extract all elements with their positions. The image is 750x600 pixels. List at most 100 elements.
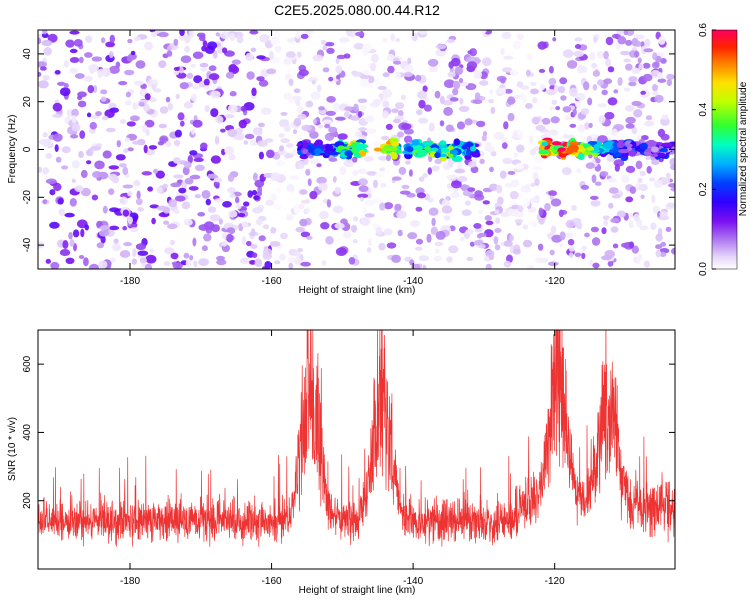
spectrogram-cell: [92, 85, 98, 93]
spectrogram-signal-cell: [391, 141, 400, 147]
spectrogram-cell: [306, 235, 313, 240]
spectrogram-signal-cell: [344, 150, 354, 157]
spectrogram-cell: [157, 141, 165, 146]
spectrogram-cell: [503, 240, 513, 247]
spectrogram-cell: [124, 69, 135, 76]
spectrogram-cell: [501, 31, 512, 40]
spectrogram-cell: [607, 260, 614, 267]
spectrogram-cell: [69, 57, 80, 63]
spectrogram-cell: [108, 165, 120, 170]
spectrogram-cell: [658, 36, 666, 45]
spectrogram-cell: [200, 67, 208, 72]
spectrogram-cell: [610, 218, 620, 223]
spectrogram-cell: [52, 133, 63, 142]
spectrogram-cell: [394, 102, 405, 110]
spectrogram-cell: [205, 198, 211, 206]
spectrogram-cell: [562, 49, 574, 58]
spectrogram-cell: [431, 165, 440, 172]
spectrogram-cell: [38, 139, 50, 145]
spectrogram-cell: [382, 38, 388, 43]
spectrogram-cell: [65, 257, 75, 264]
spectrogram-cell: [576, 221, 583, 230]
spectrogram-cell: [219, 31, 231, 39]
spectrogram-cell: [616, 30, 624, 35]
spectrogram-cell: [383, 228, 393, 236]
spectrogram-cell: [252, 127, 261, 136]
spectrogram-cell: [192, 237, 197, 247]
spectrogram-cell: [538, 207, 544, 217]
spectrogram-cell: [105, 41, 115, 48]
spectrogram-cell: [378, 155, 389, 161]
spectrogram-cell: [484, 144, 495, 152]
spectrogram-cell: [118, 81, 128, 86]
spectrogram-signal-cell: [602, 142, 612, 150]
spectrogram-cell: [54, 70, 61, 75]
spectrogram-cell: [53, 182, 62, 192]
snr-x-ticks: -180 -160 -140 -120: [120, 330, 565, 587]
spectrogram-cell: [594, 181, 602, 186]
spectrogram-cell: [458, 105, 470, 113]
spectrogram-cell: [359, 78, 370, 88]
spectrogram-peak: [557, 147, 566, 152]
spectrogram-signal-cell: [416, 149, 427, 157]
spectrogram-cell: [52, 113, 63, 118]
spectrogram-cell: [387, 65, 395, 74]
spectrogram-signal-cell: [659, 148, 669, 153]
spectrogram-cell: [644, 120, 655, 127]
spectrogram-cell: [210, 108, 219, 118]
spectrogram-signal-cell: [314, 139, 323, 146]
spectrogram-cell: [144, 119, 155, 128]
spectrogram-cell: [418, 117, 429, 124]
spectrogram-cell: [660, 133, 670, 141]
spectrogram-cell: [639, 225, 649, 231]
spectrogram-cell: [474, 190, 483, 198]
spectrogram-cell: [143, 103, 150, 112]
spectrogram-cell: [625, 63, 633, 71]
spectrogram-cell: [59, 249, 71, 256]
spectrogram-cell: [435, 248, 440, 254]
spectrogram-cell: [247, 190, 253, 198]
spectrogram-cell: [109, 51, 114, 59]
spectrogram-cell: [127, 147, 134, 152]
snr-y-tick-label: 400: [22, 424, 33, 441]
spectrogram-cell: [537, 243, 544, 251]
spectrogram-cell: [287, 256, 296, 263]
spectrogram-cell: [393, 118, 401, 124]
spectrogram-panel: -180 -160 -140 -120 -40 -20 0 20 40 Height of s…: [7, 29, 676, 296]
spectrogram-cell: [568, 246, 575, 252]
spectrogram-cell: [532, 172, 539, 181]
spectrogram-cell: [530, 148, 536, 156]
spectrogram-cell: [418, 30, 428, 35]
spectrogram-cell: [374, 78, 383, 86]
spectrogram-cell: [637, 177, 643, 183]
spectrogram-cell: [504, 88, 513, 94]
spectrogram-cell: [476, 233, 483, 239]
spectrogram-cell: [638, 63, 644, 70]
spectrogram-cell: [601, 227, 607, 235]
spectrogram-cell: [229, 32, 236, 42]
spectrogram-cell: [380, 135, 390, 141]
spectrogram-cell: [499, 170, 507, 179]
spectrogram-cell: [45, 258, 51, 264]
spectrogram-signal-cell: [616, 141, 625, 149]
spectrogram-cell: [74, 73, 85, 79]
spectrogram-cell: [443, 79, 455, 89]
spectrogram-cell: [473, 223, 482, 229]
spectrogram-cell: [201, 245, 208, 252]
spectrogram-cell: [398, 166, 407, 175]
spectrogram-cell: [601, 89, 608, 96]
spectrogram-cell: [257, 140, 268, 147]
spectrogram-cell: [325, 236, 334, 245]
spectrogram-cell: [224, 114, 235, 119]
spectrogram-cell: [139, 257, 147, 264]
spectrogram-cell: [251, 252, 258, 258]
spectrogram-signal-cell: [577, 147, 586, 152]
spectrogram-cell: [559, 231, 566, 241]
spectrogram-cell: [633, 109, 643, 118]
spectrogram-cell: [274, 45, 282, 53]
spectrogram-cell: [299, 189, 308, 195]
spectrogram-cell: [391, 108, 399, 113]
spectrogram-cell: [474, 92, 481, 101]
spectrogram-cell: [317, 124, 324, 129]
spectrogram-cell: [336, 54, 346, 60]
